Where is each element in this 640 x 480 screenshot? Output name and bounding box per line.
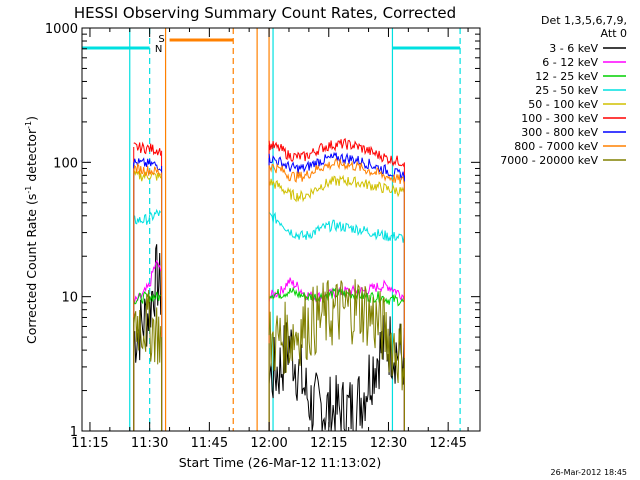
x-tick-label: 11:15 (71, 436, 108, 451)
series-7000-20000kev (133, 279, 405, 431)
series-line (133, 289, 162, 365)
legend-label: 12 - 25 keV (535, 70, 598, 83)
legend-label: 25 - 50 keV (535, 84, 598, 97)
series-layer (133, 137, 405, 432)
series-line (133, 157, 162, 171)
legend-label: 3 - 6 keV (549, 42, 598, 55)
x-tick-label: 11:30 (131, 436, 168, 451)
axes-layer: 1 10 100 1000 11:15 11:30 11:45 12:00 12:15 12:30… (45, 22, 481, 451)
series-line (268, 157, 405, 184)
legend-label: 800 - 7000 keV (514, 140, 598, 153)
night-flag-letter: N (155, 44, 162, 55)
series-line (133, 168, 162, 182)
x-tick-label: 12:45 (429, 436, 466, 451)
footer-timestamp: 26-Mar-2012 18:45 (551, 468, 628, 477)
series-line (268, 151, 405, 180)
series-line (268, 137, 405, 168)
y-tick-label: 100 (53, 156, 78, 171)
x-tick-label: 12:15 (310, 436, 347, 451)
legend-label: 300 - 800 keV (521, 126, 598, 139)
x-axis-label: Start Time (26-Mar-12 11:13:02) (179, 455, 382, 470)
y-tick-label: 1 (70, 425, 78, 440)
series-line (268, 279, 405, 391)
flag-layer: SN (82, 28, 461, 431)
series-line (133, 162, 161, 176)
chart-title: HESSI Observing Summary Count Rates, Cor… (74, 4, 456, 22)
legend-label: 100 - 300 keV (521, 112, 598, 125)
legend-label: 6 - 12 keV (542, 56, 598, 69)
series-line (133, 141, 162, 156)
y-tick-label: 10 (61, 291, 78, 306)
y-tick-label: 1000 (45, 22, 78, 37)
x-tick-label: 12:00 (250, 436, 287, 451)
y-axis-label: Corrected Count Rate (s-1 detector-1) (24, 116, 39, 344)
series-line (268, 286, 405, 307)
legend-label: 7000 - 20000 keV (500, 154, 598, 167)
x-tick-label: 11:45 (191, 436, 228, 451)
series-line (268, 315, 405, 432)
series-line (268, 174, 405, 203)
series-line (268, 211, 405, 243)
series-line (133, 208, 162, 225)
legend-label: 50 - 100 keV (528, 98, 598, 111)
x-tick-label: 12:30 (370, 436, 407, 451)
legend-header-line1: Det 1,3,5,6,7,9, (541, 14, 627, 27)
plot-frame (81, 27, 481, 432)
legend-header-line2: Att 0 (601, 27, 627, 40)
saa-flag-letter: S (158, 34, 164, 45)
